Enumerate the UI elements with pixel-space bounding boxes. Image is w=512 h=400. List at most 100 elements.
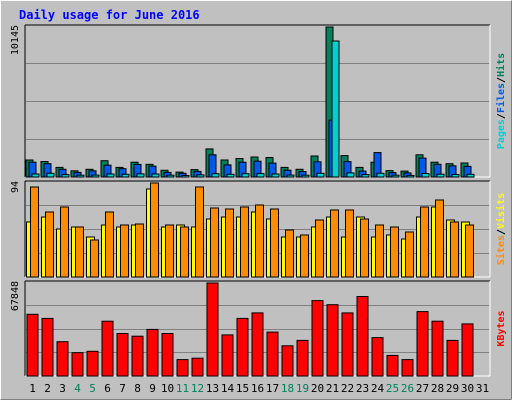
top-legend-pages: Pages [496,119,507,149]
top-bar-pages-day-6 [106,173,115,178]
bot-bar-kbytes-day-27 [416,311,429,377]
bot-bar-kbytes-day-16 [251,312,264,377]
mid-max-label: 94 [10,181,21,193]
x-tick-label-day-3: 3 [59,382,66,395]
mid-bar-sites-day-25 [390,226,399,278]
mid-bar-sites-day-20 [315,219,324,278]
top-legend-hits: Hits [495,53,507,77]
x-tick-label-day-21: 21 [326,382,339,395]
mid-bar-sites-day-24 [375,224,384,278]
mid-bar-sites-day-16 [255,204,264,278]
x-tick-label-day-20: 20 [311,382,324,395]
top-bar-pages-day-1 [31,173,40,178]
mid-bar-sites-day-5 [90,239,99,278]
top-bar-pages-day-15 [241,173,250,178]
top-bar-pages-day-20 [316,172,325,178]
top-legend: Pages/Files/Hits [495,53,507,149]
mid-bar-sites-day-2 [45,211,54,278]
mid-bar-sites-day-27 [420,206,429,278]
bot-bar-kbytes-day-21 [326,304,339,377]
top-bar-pages-day-22 [346,172,355,178]
x-tick-label-day-22: 22 [341,382,354,395]
bot-bar-kbytes-day-4 [71,352,84,377]
bot-bar-kbytes-day-8 [131,335,144,377]
x-tick-label-day-16: 16 [251,382,264,395]
top-legend-text: Pages/Files/Hits [495,53,507,149]
bot-bar-kbytes-day-17 [266,331,279,377]
top-bar-pages-day-24 [376,172,385,178]
x-tick-label-day-4: 4 [74,382,81,395]
mid-bar-sites-day-6 [105,211,114,278]
bot-bar-kbytes-day-20 [311,300,324,377]
mid-bar-sites-day-11 [180,226,189,278]
mid-bar-sites-day-29 [450,221,459,278]
bot-bar-kbytes-day-13 [206,282,219,377]
bot-bar-kbytes-day-11 [176,359,189,377]
top-bar-pages-day-17 [271,173,280,178]
bot-bar-kbytes-day-1 [26,313,39,377]
top-bar-pages-day-19 [301,174,310,178]
mid-legend-visits: Visits [495,193,507,229]
mid-bar-sites-day-14 [225,208,234,278]
x-tick-label-day-7: 7 [119,382,126,395]
top-legend-files: Files [495,83,507,113]
chart-title: Daily usage for June 2016 [19,8,200,22]
x-tick-label-day-11: 11 [176,382,189,395]
x-tick-label-day-13: 13 [206,382,219,395]
bot-legend: KBytes [496,310,507,346]
mid-legend-sites: Sites [495,235,507,265]
x-tick-label-day-28: 28 [431,382,444,395]
bot-bar-kbytes-day-6 [101,320,114,377]
mid-bar-sites-day-28 [435,199,444,278]
x-tick-label-day-31: 31 [476,382,489,395]
x-tick-label-day-5: 5 [89,382,96,395]
bot-legend-text: KBytes [496,310,507,346]
x-tick-label-day-17: 17 [266,382,279,395]
top-bar-pages-day-9 [151,173,160,178]
mid-bar-sites-day-15 [240,206,249,278]
x-tick-label-day-6: 6 [104,382,111,395]
x-tick-label-day-10: 10 [161,382,174,395]
top-bar-pages-day-7 [121,173,130,178]
bot-max-label: 67848 [10,281,21,311]
bot-bar-kbytes-day-26 [401,359,414,377]
mid-bar-sites-day-19 [300,234,309,278]
x-tick-label-day-1: 1 [29,382,36,395]
x-tick-label-day-19: 19 [296,382,309,395]
top-bar-pages-day-4 [76,174,85,178]
bot-bar-kbytes-day-14 [221,334,234,377]
mid-bar-sites-day-9 [150,182,159,278]
top-bar-pages-day-5 [91,174,100,178]
bot-bar-kbytes-day-7 [116,333,129,377]
mid-bar-sites-day-30 [465,224,474,278]
mid-bar-sites-day-1 [30,186,39,278]
top-bar-pages-day-13 [211,173,220,178]
mid-legend-separator: / [496,229,507,235]
bot-bar-kbytes-day-5 [86,350,99,377]
top-bar-pages-day-25 [391,174,400,178]
x-tick-label-day-14: 14 [221,382,235,395]
mid-bar-sites-day-17 [270,208,279,278]
top-bar-pages-day-11 [181,175,190,178]
top-max-label: 10145 [10,25,21,55]
bot-bar-kbytes-day-23 [356,296,369,377]
top-bar-pages-day-23 [361,174,370,178]
x-tick-label-day-15: 15 [236,382,249,395]
bot-bar-kbytes-day-18 [281,345,294,377]
x-tick-label-day-2: 2 [44,382,51,395]
bot-legend-kbytes: KBytes [496,310,507,346]
bot-bar-kbytes-day-10 [161,333,174,377]
mid-legend-text: Sites/Visits [495,193,507,265]
top-legend-separator: / [496,77,507,83]
x-tick-label-day-26: 26 [401,382,414,395]
bot-bar-kbytes-day-19 [296,339,309,377]
bot-bar-kbytes-day-3 [56,341,69,377]
mid-bar-sites-day-12 [195,186,204,278]
x-tick-label-day-29: 29 [446,382,459,395]
bot-bar-kbytes-day-24 [371,337,384,377]
top-bar-pages-day-26 [406,174,415,178]
mid-bar-sites-day-26 [405,231,414,278]
x-tick-label-day-9: 9 [149,382,156,395]
mid-bar-sites-day-22 [345,209,354,278]
